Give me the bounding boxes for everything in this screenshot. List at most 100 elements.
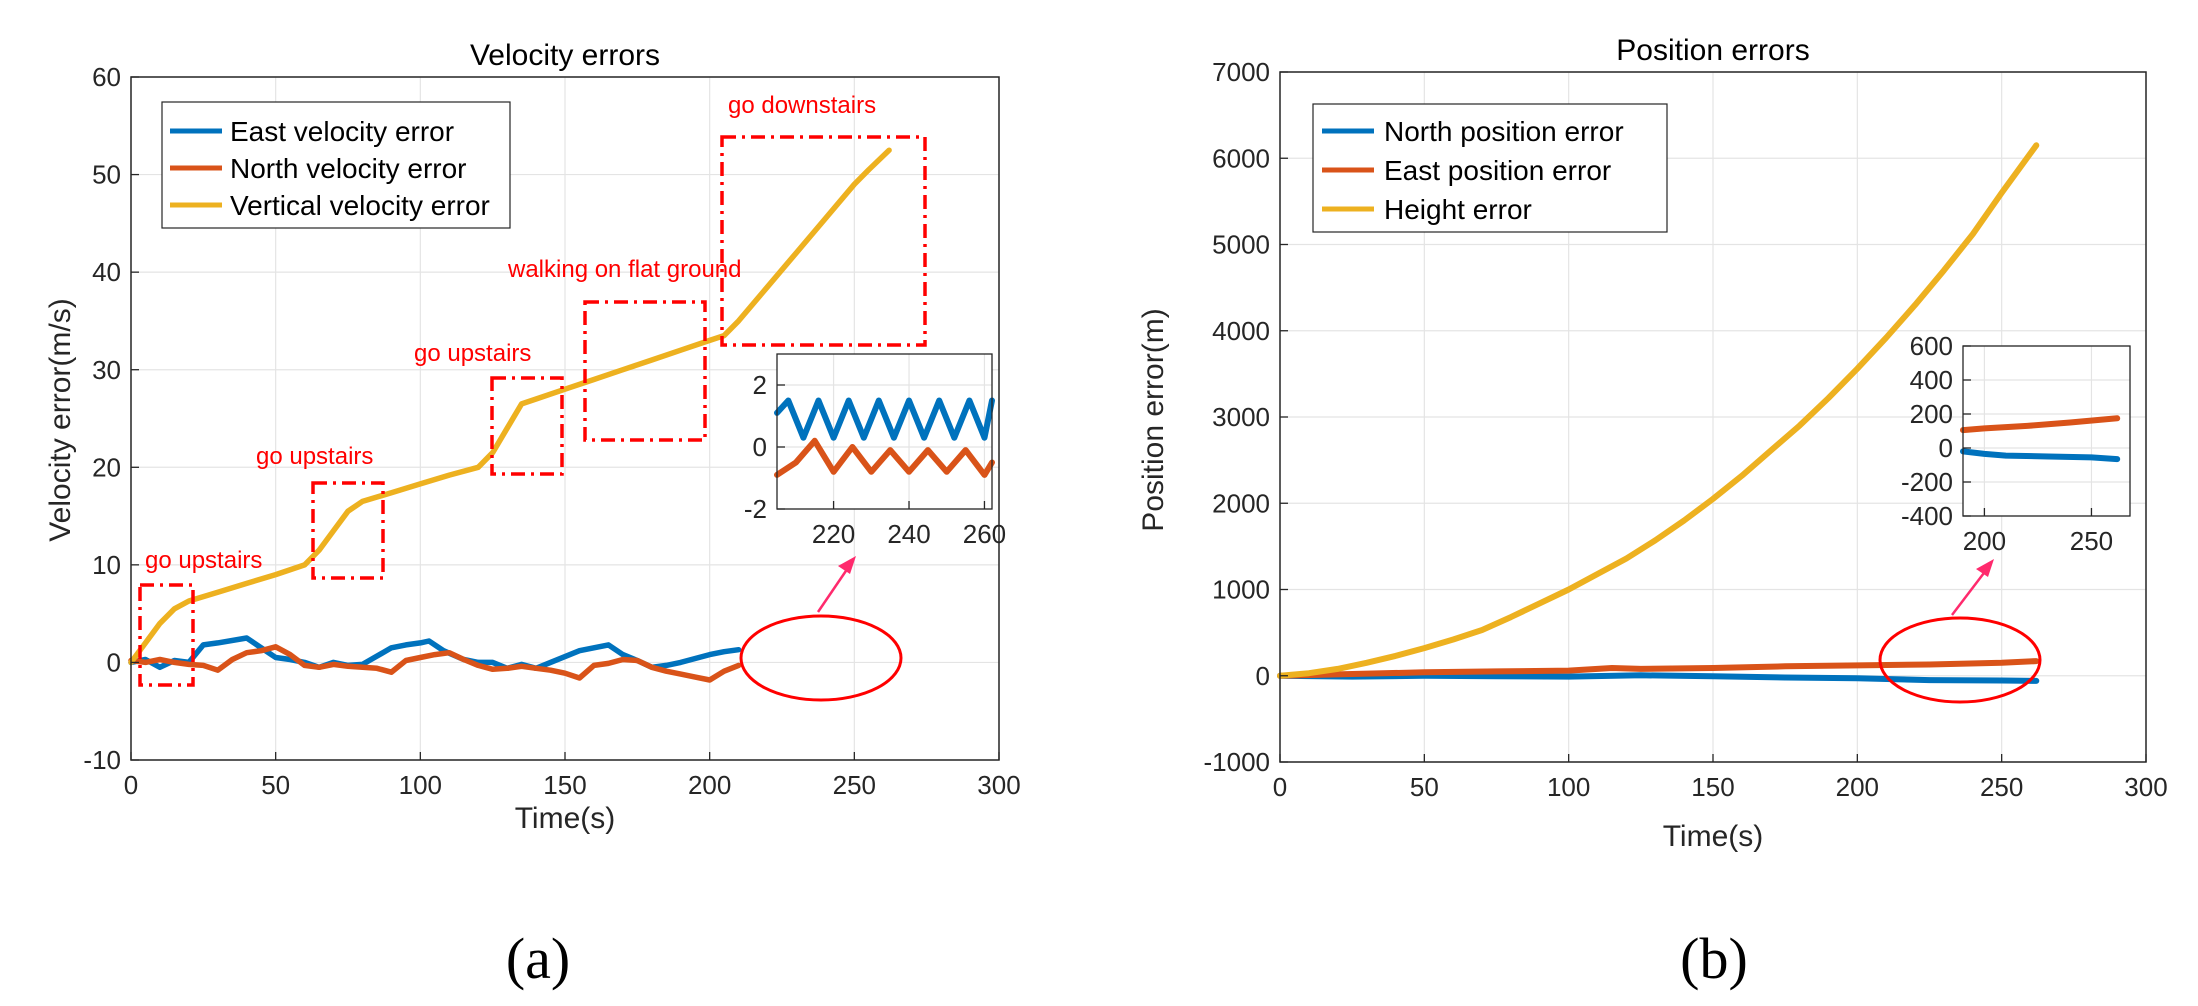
x-tick-a-6: 300 <box>977 770 1020 800</box>
series-line-b-north-position-error <box>1277 672 2040 684</box>
x-tick-a-0: 0 <box>124 770 138 800</box>
legend-label-east-position: East position error <box>1384 155 1611 186</box>
legend-label-height: Height error <box>1384 194 1532 225</box>
ticks-b: 0 50 100 150 200 250 300-100001000200030004000… <box>1204 57 2168 802</box>
annotation-arrowhead-b <box>1976 559 1994 577</box>
x-tick-inset-a-2: 260 <box>963 519 1006 549</box>
y-tick-inset-a-2: -2 <box>744 494 767 524</box>
annotation-box-upstairs-2 <box>311 481 385 580</box>
x-tick-inset-a-1: 240 <box>887 519 930 549</box>
xlabel-b: Time(s) <box>1663 820 1764 853</box>
annotations-b <box>1878 559 2042 704</box>
title-a: Velocity errors <box>470 39 660 72</box>
y-tick-a-3: 20 <box>92 452 121 482</box>
x-tick-a-4: 200 <box>688 770 731 800</box>
y-tick-b-1: 0 <box>1256 661 1270 691</box>
y-tick-b-2: 1000 <box>1212 575 1270 605</box>
x-tick-inset-b-0: 200 <box>1963 526 2006 556</box>
x-tick-b-0: 0 <box>1273 772 1287 802</box>
series-group-a <box>128 147 892 683</box>
y-tick-inset-b-4: -200 <box>1901 467 1953 497</box>
annotation-ellipse-a <box>739 614 903 702</box>
x-tick-inset-b-1: 250 <box>2070 526 2113 556</box>
y-tick-a-0: -10 <box>83 745 121 775</box>
y-tick-b-0: -1000 <box>1204 747 1271 777</box>
y-tick-inset-b-0: 600 <box>1910 331 1953 361</box>
annotation-box-upstairs-3 <box>490 376 564 476</box>
xlabel-a: Time(s) <box>515 802 616 835</box>
x-tick-b-2: 100 <box>1547 772 1590 802</box>
inset-ticks-b: 200 250 600 400 200 0 -200 -400 <box>1901 331 2113 556</box>
legend-label-vertical-velocity: Vertical velocity error <box>230 190 490 221</box>
panel-label-a: (a) <box>506 926 570 991</box>
y-tick-a-1: 0 <box>107 648 121 678</box>
legend-b: North position error East position error… <box>1312 103 1668 233</box>
annotation-box-downstairs <box>720 135 927 347</box>
y-tick-b-5: 4000 <box>1212 316 1270 346</box>
x-tick-inset-a-0: 220 <box>812 519 855 549</box>
x-tick-a-2: 100 <box>399 770 442 800</box>
annotation-go-upstairs-1: go upstairs <box>145 547 262 574</box>
series-group-b <box>1277 142 2040 684</box>
y-tick-a-2: 10 <box>92 550 121 580</box>
annotation-ellipse-b <box>1878 616 2042 704</box>
y-tick-a-7: 60 <box>92 62 121 92</box>
y-tick-a-5: 40 <box>92 257 121 287</box>
annotation-box-flat-ground <box>583 300 707 442</box>
title-b: Position errors <box>1616 34 1809 67</box>
x-tick-b-3: 150 <box>1691 772 1734 802</box>
x-tick-b-6: 300 <box>2124 772 2167 802</box>
series-line-b-east-position-error <box>1277 658 2040 679</box>
x-tick-b-5: 250 <box>1980 772 2023 802</box>
annotations-a: go upstairs go upstairs go upstairs walk… <box>138 92 927 702</box>
y-tick-inset-b-2: 200 <box>1910 399 1953 429</box>
series-line-a-vertical-velocity-error <box>128 147 892 666</box>
legend-a: East velocity error North velocity error… <box>161 101 511 229</box>
y-tick-inset-a-0: 2 <box>753 370 767 400</box>
annotation-go-upstairs-3: go upstairs <box>414 340 531 367</box>
legend-label-north-position: North position error <box>1384 116 1624 147</box>
series-line-inset-a-north-velocity-error <box>774 437 995 478</box>
y-tick-b-3: 2000 <box>1212 488 1270 518</box>
y-tick-b-6: 5000 <box>1212 230 1270 260</box>
inset-box-b <box>1962 345 2131 517</box>
y-tick-inset-a-1: 0 <box>753 432 767 462</box>
legend-label-north-velocity: North velocity error <box>230 153 467 184</box>
inset-a: 220 240 260 2 0 -2 <box>744 353 1006 549</box>
y-tick-b-8: 7000 <box>1212 57 1270 87</box>
panel-label-b: (b) <box>1680 926 1748 991</box>
series-line-inset-b-north-position-error <box>1960 448 2121 463</box>
inset-ticks-a: 220 240 260 2 0 -2 <box>744 370 1006 549</box>
y-tick-b-7: 6000 <box>1212 143 1270 173</box>
series-line-inset-b-east-position-error <box>1960 415 2121 434</box>
inset-series-b <box>1960 415 2121 463</box>
y-tick-a-6: 50 <box>92 160 121 190</box>
y-tick-inset-b-5: -400 <box>1901 501 1953 531</box>
x-tick-a-1: 50 <box>261 770 290 800</box>
x-tick-b-4: 200 <box>1836 772 1879 802</box>
x-tick-a-3: 150 <box>543 770 586 800</box>
x-tick-a-5: 250 <box>833 770 876 800</box>
y-tick-inset-b-3: 0 <box>1939 433 1953 463</box>
ylabel-a: Velocity error(m/s) <box>44 298 77 541</box>
series-line-a-north-velocity-error <box>128 644 742 683</box>
inset-series-a <box>774 397 995 478</box>
y-tick-inset-b-1: 400 <box>1910 365 1953 395</box>
inset-b: 200 250 600 400 200 0 -200 -400 <box>1901 331 2131 556</box>
ylabel-b: Position error(m) <box>1137 308 1170 531</box>
inset-box-a <box>776 353 993 510</box>
annotation-go-downstairs: go downstairs <box>728 92 876 119</box>
annotation-box-upstairs-1 <box>138 583 195 687</box>
series-line-inset-a-east-velocity-error <box>774 397 995 441</box>
annotation-walking-flat-ground: walking on flat ground <box>507 256 741 283</box>
annotation-go-upstairs-2: go upstairs <box>256 443 373 470</box>
legend-label-east-velocity: East velocity error <box>230 116 454 147</box>
y-tick-a-4: 30 <box>92 355 121 385</box>
series-line-b-height-error <box>1277 142 2040 679</box>
position-errors-chart: 0 50 100 150 200 250 300-100001000200030004000… <box>1137 34 2168 853</box>
annotation-arrowhead-a <box>838 556 856 574</box>
